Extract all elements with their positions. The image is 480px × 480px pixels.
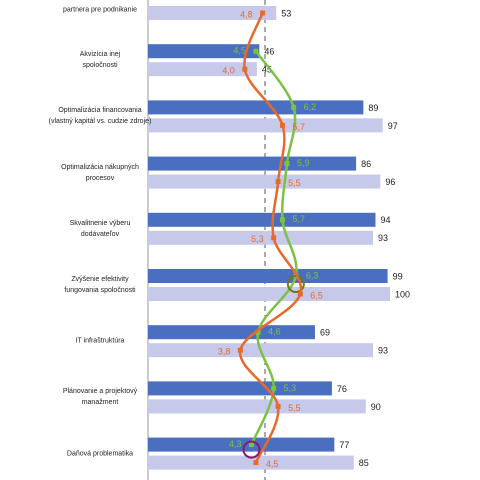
line-value-label: 4,0	[222, 66, 235, 76]
line-value-label: 6,2	[304, 102, 317, 112]
line-marker	[255, 329, 261, 335]
bar	[148, 44, 260, 59]
bar-value-label: 90	[371, 402, 381, 412]
bar-value-label: 89	[368, 103, 378, 113]
line-marker	[280, 217, 286, 223]
category-label: Optimalizácia financovania (vlastný kapi…	[48, 107, 152, 126]
bar-value-label: 85	[359, 458, 369, 468]
line-value-label: 5,3	[284, 383, 297, 393]
bar-value-label: 96	[385, 177, 395, 187]
category-label: Skvalitnenie výberu dodávateľov	[69, 219, 131, 238]
bar-value-label: 97	[388, 121, 398, 131]
line-value-label: 5,9	[297, 158, 310, 168]
category-label: Akvizícia inej spoločnosti	[79, 51, 121, 70]
line-marker	[297, 291, 303, 297]
line-marker	[242, 66, 248, 72]
line-marker	[248, 442, 254, 448]
line-marker	[271, 385, 277, 391]
bar	[148, 100, 364, 115]
bar	[148, 437, 335, 452]
bar	[148, 399, 366, 414]
line-marker	[275, 179, 281, 185]
bar-value-label: 45	[262, 65, 272, 75]
line-value-label: 4,6	[268, 327, 281, 337]
line-value-label: 6,5	[310, 290, 323, 300]
line-marker	[253, 48, 259, 54]
bar	[148, 118, 383, 133]
line-marker	[291, 104, 297, 110]
line-value-label: 4,5	[233, 46, 246, 56]
line-value-label: 4,5	[266, 459, 279, 469]
highlight-circle	[242, 440, 261, 459]
bar	[148, 269, 388, 283]
bar	[148, 455, 354, 470]
bar-value-label: 93	[378, 233, 388, 243]
bar	[148, 381, 332, 396]
category-label: Daňová problematika	[66, 450, 134, 458]
bar	[148, 174, 381, 189]
bar-value-label: 100	[395, 289, 410, 299]
line-marker	[275, 403, 281, 409]
bar-value-label: 94	[380, 215, 390, 225]
line-marker	[237, 347, 243, 353]
bar	[148, 325, 315, 340]
line-value-label: 5,5	[288, 178, 301, 188]
category-label: partnera pre podnikanie	[63, 6, 137, 14]
bar-value-label: 46	[264, 47, 274, 57]
category-label: IT infraštruktúra	[75, 337, 125, 345]
category-label: Optimalizácia nákupných procesov	[61, 163, 139, 182]
line-value-label: 5,7	[293, 214, 306, 224]
bar-value-label: 86	[361, 159, 371, 169]
bar	[148, 230, 374, 245]
line-value-label: 5,5	[288, 403, 301, 413]
line-marker	[284, 161, 290, 167]
bar-value-label: 53	[281, 8, 291, 18]
line-value-label: 3,8	[218, 347, 231, 357]
line-value-label: 5,7	[293, 122, 306, 132]
line	[239, 12, 303, 464]
line-marker	[271, 235, 277, 241]
bar-value-label: 76	[337, 384, 347, 394]
bar-value-label: 99	[393, 271, 403, 281]
line-value-label: 4,3	[229, 439, 242, 449]
bar	[148, 6, 277, 20]
bar	[148, 212, 376, 227]
line-value-label: 6,3	[306, 270, 319, 280]
category-label: Plánovanie a projektový manažment	[62, 388, 138, 407]
line-value-label: 4,8	[240, 9, 253, 19]
line-value-label: 5,3	[251, 234, 264, 244]
line-marker	[280, 122, 286, 128]
bar-value-label: 77	[339, 440, 349, 450]
bar	[148, 287, 390, 301]
bar	[148, 62, 257, 77]
line-marker	[253, 460, 259, 466]
bar-value-label: 69	[320, 328, 330, 338]
bar-value-label: 93	[378, 346, 388, 356]
category-label: Zvýšenie efektivity fungovania spoločnos…	[64, 276, 136, 294]
bar	[148, 156, 357, 171]
line-marker	[260, 10, 266, 16]
